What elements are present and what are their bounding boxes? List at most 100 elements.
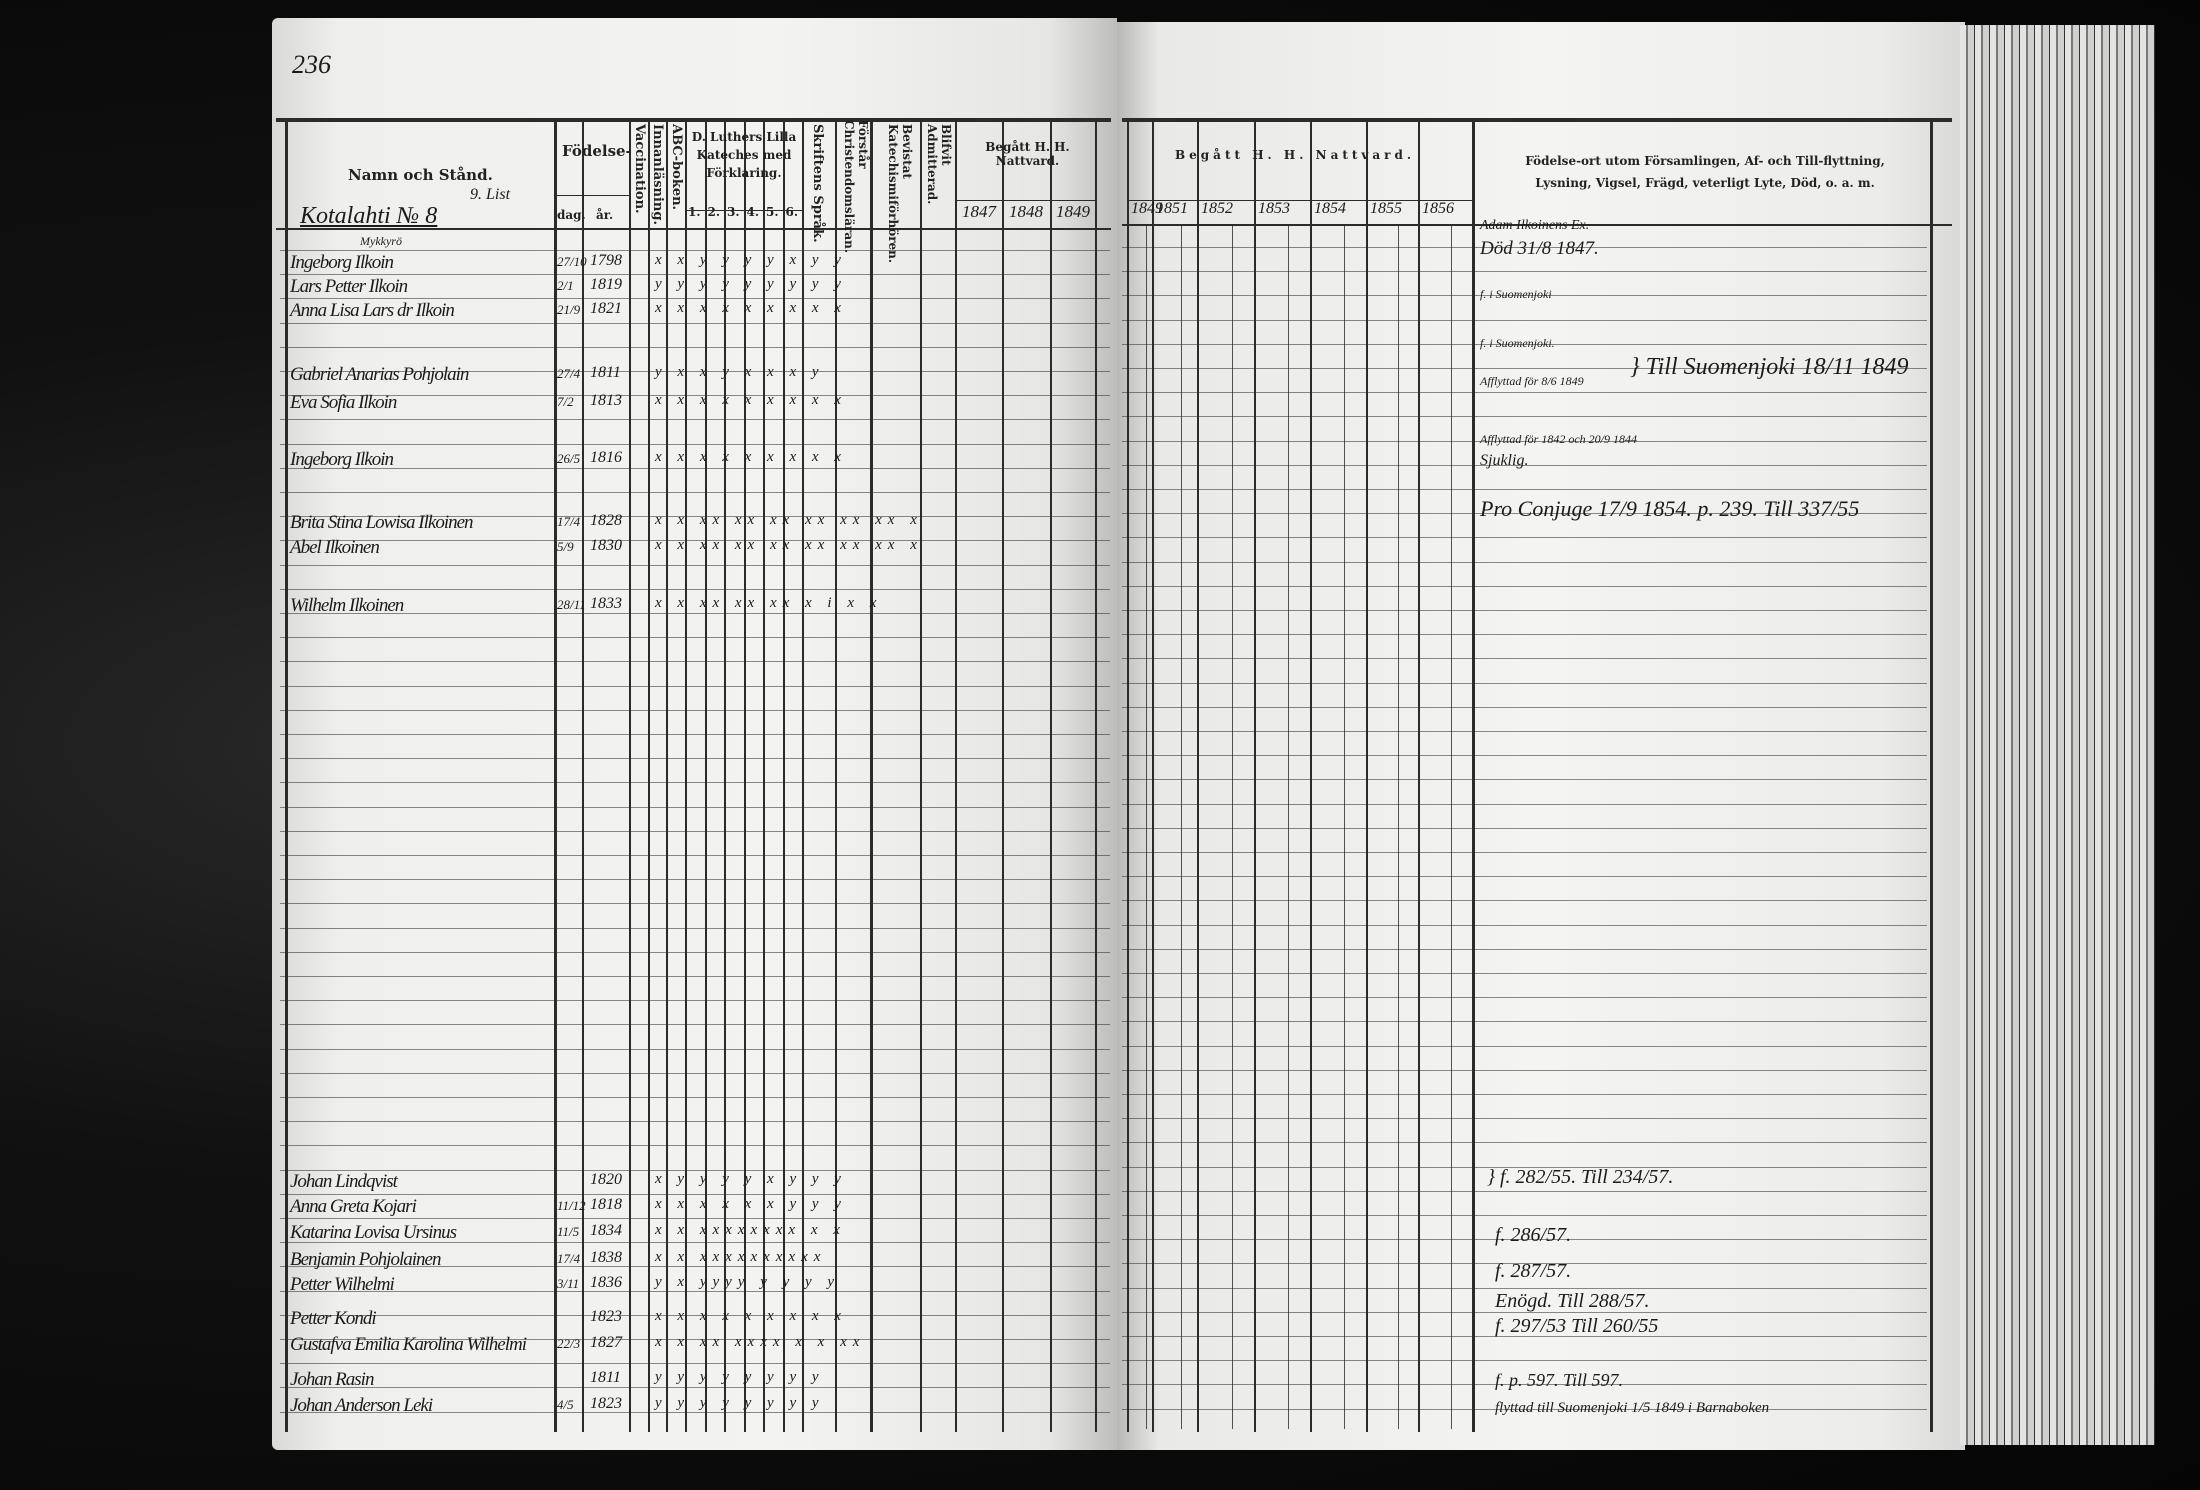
rule-line [1122, 779, 1927, 780]
rule-line [1122, 683, 1927, 684]
header-understands: Förstår Christendomsläran. [842, 120, 870, 253]
entry-name: Katarina Lovisa Ursinus [290, 1222, 457, 1243]
header-vaccination: Vaccination. [632, 124, 647, 214]
rule-line [1122, 513, 1927, 514]
entry-catechism-marks: x x xxxxxxxxxx [655, 1249, 827, 1265]
rule-line [1122, 949, 1927, 950]
rule-line [1254, 122, 1256, 1432]
rule-line [1122, 416, 1927, 417]
entry-catechism-marks: x x x x x x x x x [655, 1308, 847, 1324]
rule-line [1418, 122, 1420, 1432]
rule-line [666, 122, 668, 1432]
entry-birth-day: 27/4 [557, 366, 581, 381]
catechism-part-label: 1. [688, 205, 701, 219]
rule-line [285, 122, 288, 1432]
rule-line [802, 122, 804, 1432]
rule-line [1122, 247, 1927, 248]
entry-birth-year: 1811 [590, 364, 621, 381]
rule-line [280, 807, 1110, 808]
entry-catechism-marks: x x x x x x x x x [655, 392, 847, 408]
rule-line [280, 274, 1110, 275]
year-label: 1853 [1258, 200, 1290, 217]
rule-line [280, 758, 1110, 759]
rule-line [1122, 271, 1927, 272]
entry-name: Johan Rasin [290, 1369, 374, 1390]
rule-line [1122, 1215, 1927, 1216]
entry-birth-day: 4/5 [557, 1397, 574, 1412]
rule-line [1122, 634, 1927, 635]
rule-line [763, 122, 765, 1432]
rule-line [1122, 1118, 1927, 1119]
header-birth: Födelse- [562, 142, 632, 160]
rule-line [280, 540, 1110, 541]
rule-line [1472, 224, 1927, 226]
entry-name: Brita Stina Lowisa Ilkoinen [290, 512, 474, 533]
rule-line [276, 118, 1111, 122]
header-attended: Bevistat Katechismiförhören. [886, 124, 914, 264]
rule-line [1122, 1312, 1927, 1313]
rule-line [1122, 658, 1927, 659]
rule-line [955, 200, 1095, 201]
rule-line [280, 298, 1110, 299]
rule-line [705, 122, 707, 1432]
year-label: 1849 [1131, 200, 1163, 217]
entry-birth-year: 1798 [590, 252, 622, 269]
entry-birth-year: 1813 [590, 392, 622, 409]
remark-text: } f. 282/55. Till 234/57. [1487, 1166, 1674, 1188]
rule-line [1122, 344, 1927, 345]
rule-line [280, 928, 1110, 929]
year-label: 1852 [1201, 200, 1233, 217]
entry-birth-day: 17/4 [557, 1251, 581, 1266]
entry-birth-day: 26/5 [557, 451, 581, 466]
catechism-part-label: 5. [766, 205, 779, 219]
remark-text: f. i Suomenjoki [1480, 287, 1552, 301]
rule-line [1127, 200, 1472, 201]
rule-line [629, 122, 631, 1432]
header-name: Namn och Stånd. [348, 166, 493, 184]
entry-birth-year: 1830 [590, 537, 622, 554]
entry-birth-year: 1819 [590, 276, 622, 293]
header-birth-year: år. [596, 208, 614, 222]
rule-line [1122, 973, 1927, 974]
entry-catechism-marks: x x xxxxxxxx x x [655, 1222, 846, 1238]
rule-line [1122, 1288, 1927, 1289]
entry-birth-year: 1827 [590, 1334, 622, 1351]
remark-text: f. 286/57. [1495, 1224, 1572, 1246]
rule-line [280, 565, 1110, 566]
entry-birth-year: 1823 [590, 1395, 622, 1412]
rule-line [280, 1145, 1110, 1146]
rule-line [280, 1266, 1110, 1267]
rule-line [1146, 224, 1147, 1429]
entry-name: Lars Petter Ilkoin [290, 276, 408, 297]
catechism-part-label: 3. [727, 205, 740, 219]
header-communion-right: Begått H. H. Nattvard. [1175, 148, 1416, 162]
rule-line [280, 661, 1110, 662]
entry-catechism-marks: x x x x x x x x x [655, 449, 847, 465]
remark-text: f. 287/57. [1495, 1260, 1572, 1282]
year-label: 1847 [962, 202, 996, 221]
header-remarks: Födelse-ort utom Församlingen, Af- och T… [1525, 154, 1885, 190]
rule-line [280, 1194, 1110, 1195]
rule-line [1122, 925, 1927, 926]
rule-line [1050, 122, 1052, 1432]
household-village: Mykkyrö [360, 234, 402, 248]
rule-line [280, 855, 1110, 856]
entry-name: Anna Greta Kojari [290, 1196, 417, 1217]
entry-birth-day: 21/9 [557, 302, 581, 317]
rule-line [280, 1315, 1110, 1316]
rule-line [1122, 295, 1927, 296]
entry-birth-year: 1818 [590, 1196, 622, 1213]
catechism-part-label: 4. [746, 205, 760, 219]
entry-birth-year: 1816 [590, 449, 622, 466]
rule-line [280, 976, 1110, 977]
entry-birth-day: 7/2 [557, 394, 574, 409]
rule-line [280, 1000, 1110, 1001]
rule-line [920, 122, 922, 1432]
entry-birth-year: 1820 [590, 1171, 622, 1188]
entry-birth-day: 11/12 [557, 1198, 586, 1213]
catechism-part-label: 2. [707, 205, 721, 219]
rule-line [1122, 1384, 1927, 1385]
rule-line [724, 122, 726, 1432]
rule-line [1122, 392, 1927, 393]
rule-line [1122, 441, 1927, 442]
